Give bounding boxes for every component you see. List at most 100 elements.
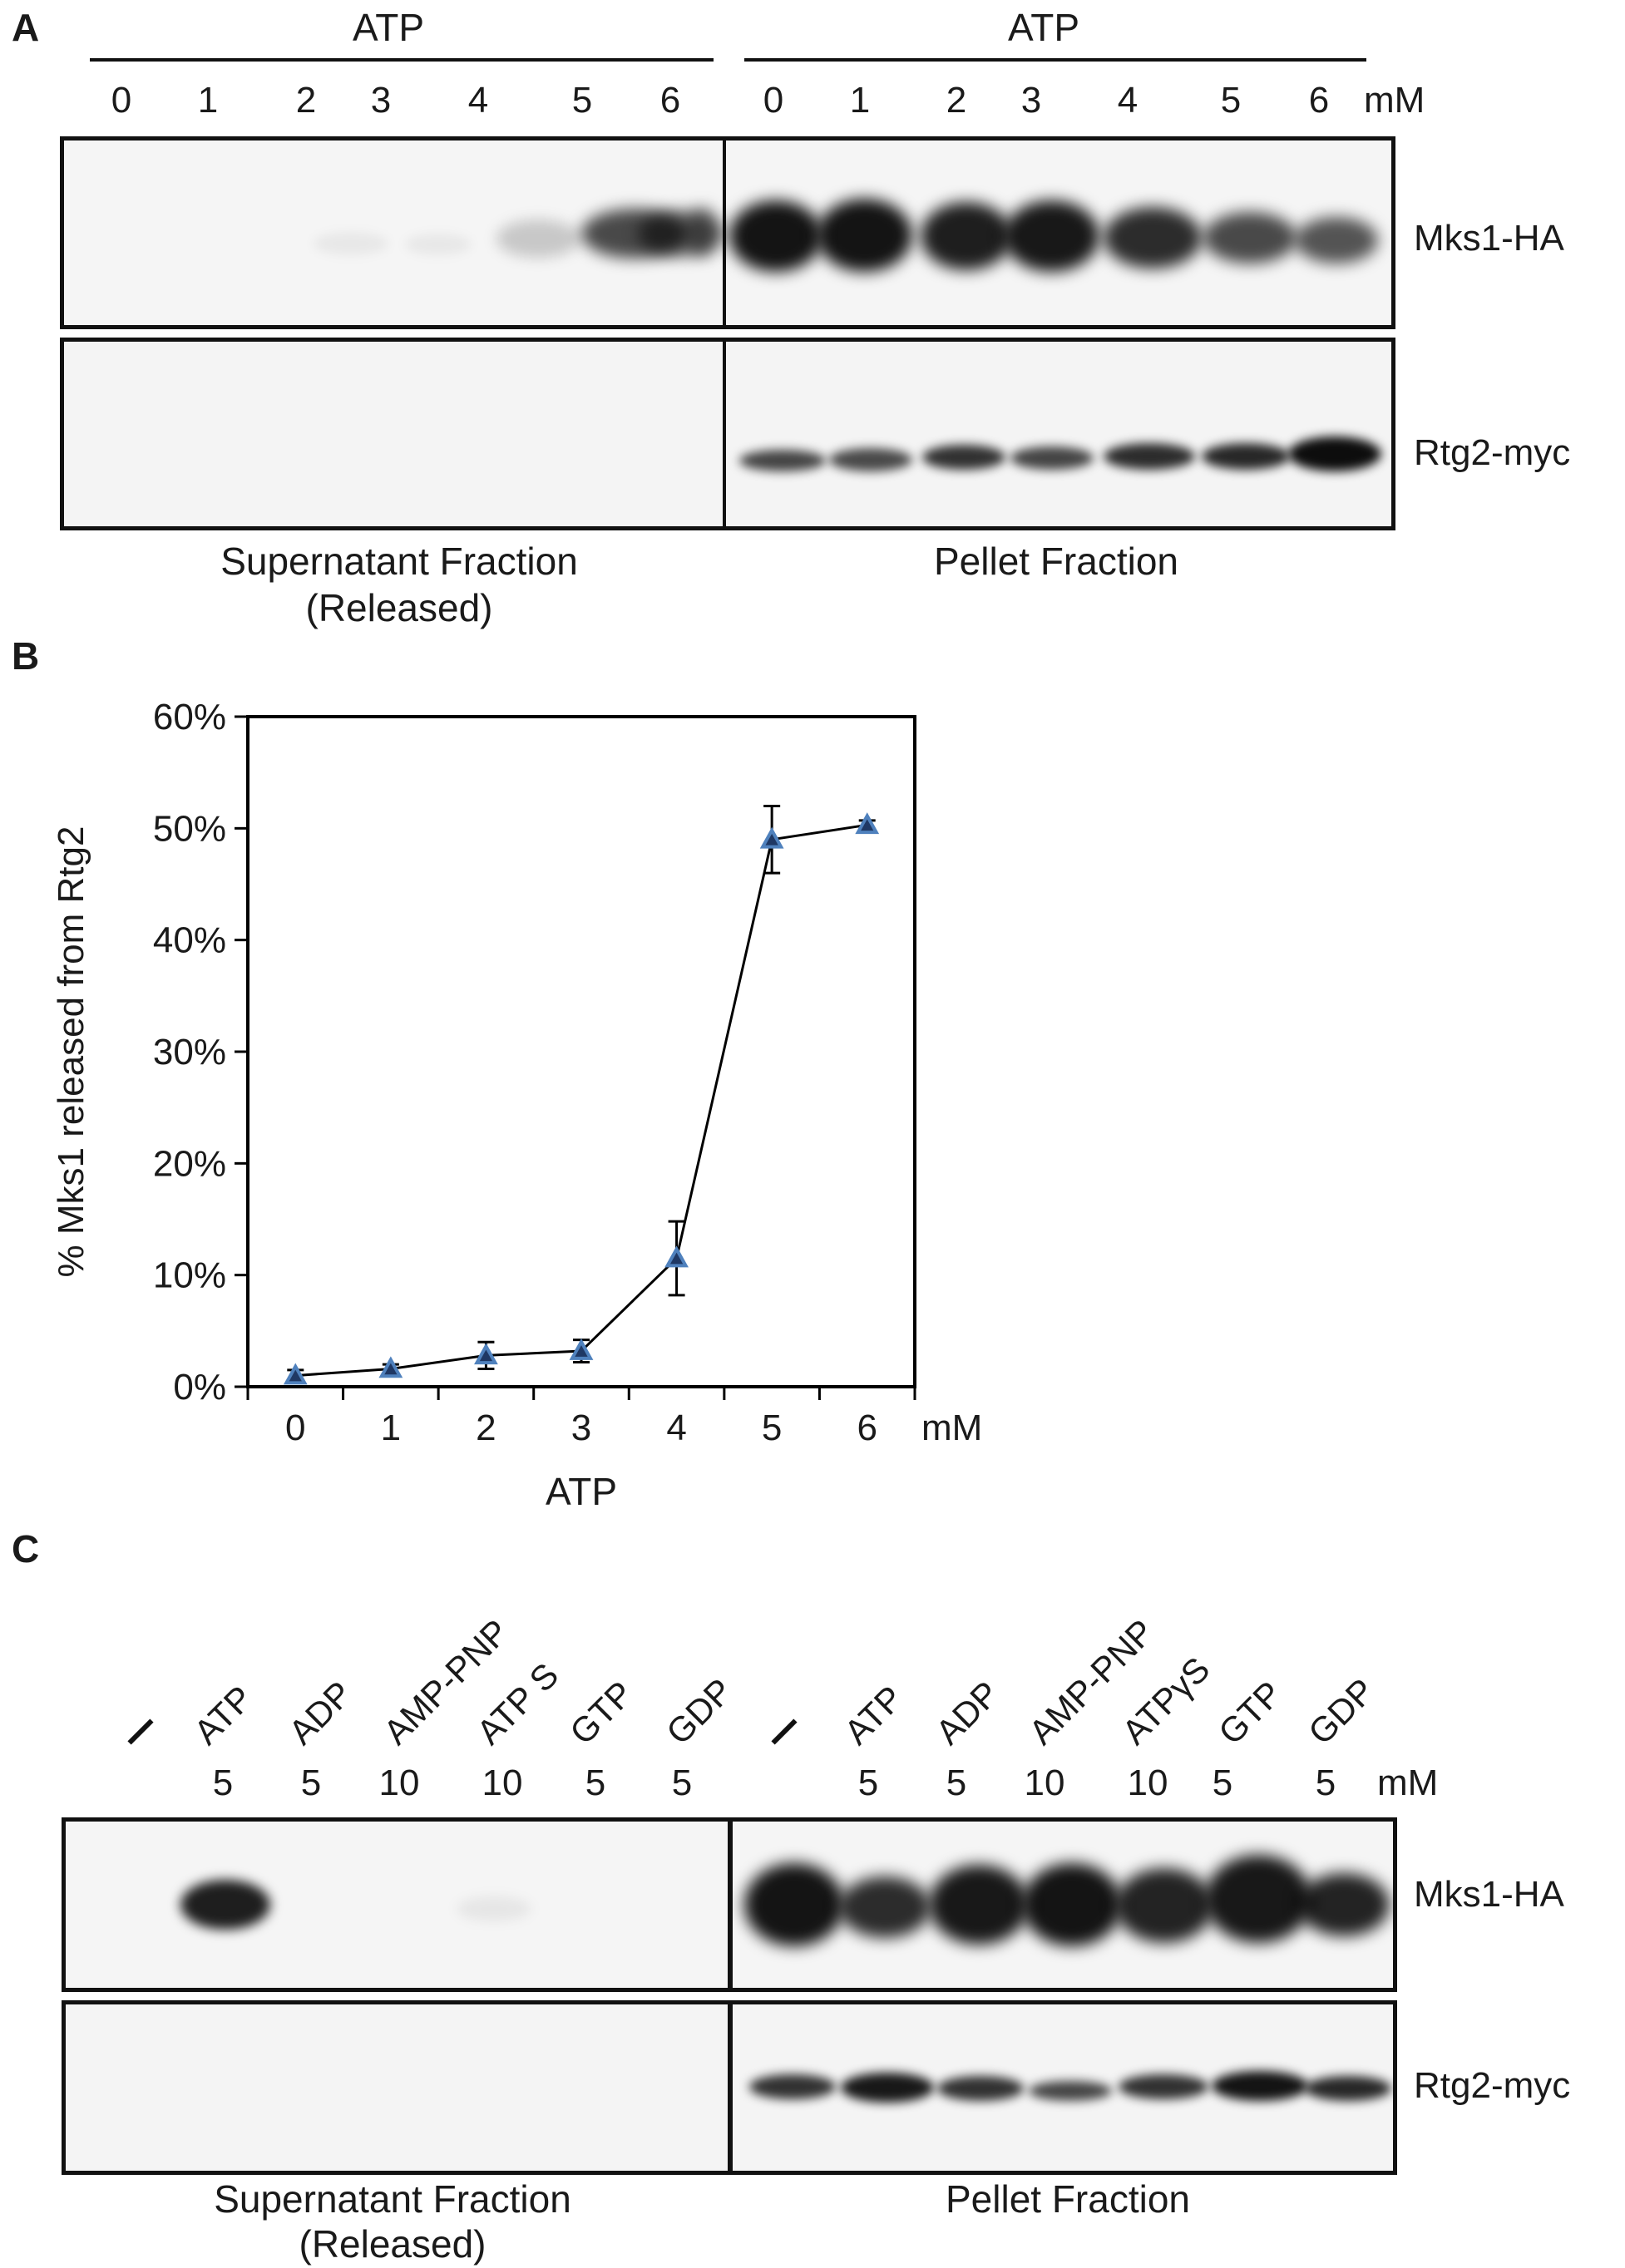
concentration: 5	[1315, 1763, 1336, 1803]
y-tick-label: 30%	[153, 1032, 226, 1072]
lane-number: 2	[295, 80, 317, 121]
x-tick-label: 0	[285, 1408, 305, 1448]
concentration: 5	[1212, 1763, 1233, 1803]
treatment-label: GTP	[1211, 1674, 1290, 1753]
band	[744, 1863, 844, 1946]
band	[739, 450, 826, 471]
band	[817, 199, 912, 272]
lane-number: 3	[370, 80, 392, 121]
lane-number: 6	[1308, 80, 1330, 121]
no-treatment-dash-left	[127, 1718, 154, 1745]
band	[1004, 200, 1099, 272]
supernatant-fraction-label: Supernatant Fraction	[220, 540, 578, 583]
panel-a-unit: mM	[1364, 80, 1425, 121]
data-point	[759, 826, 784, 849]
data-point	[569, 1338, 594, 1360]
data-line	[295, 823, 867, 1378]
concentration: 5	[671, 1763, 693, 1803]
blot-divider	[723, 141, 726, 325]
treatment-label: ADP	[928, 1673, 1007, 1753]
band	[1305, 2076, 1391, 2101]
lane-number: 4	[1117, 80, 1138, 121]
band	[496, 219, 580, 258]
band	[929, 1865, 1029, 1945]
atp-release-chart: 0% 10% 20% 30% 40% 50% 60% 0 1 2 3 4 5 6 mM ATP % Mks1 r…	[51, 697, 982, 1513]
band	[314, 232, 388, 255]
lane-number: 6	[659, 80, 681, 121]
panel-c-blot-rtg2	[62, 2000, 1397, 2175]
blot-divider	[723, 342, 726, 526]
band	[180, 1880, 270, 1930]
atp-group-label-left: ATP	[353, 6, 425, 49]
supernatant-fraction-sublabel: (Released)	[305, 586, 493, 629]
row-label-rtg2-myc: Rtg2-myc	[1414, 2065, 1571, 2106]
concentration: 10	[482, 1763, 523, 1803]
pellet-fraction-label: Pellet Fraction	[933, 540, 1178, 583]
row-label-rtg2-myc: Rtg2-myc	[1414, 432, 1571, 473]
band	[1119, 2074, 1208, 2099]
pellet-fraction-label: Pellet Fraction	[945, 2177, 1190, 2221]
panel-c-blot-mks1	[62, 1817, 1397, 1992]
data-point	[378, 1356, 403, 1378]
lane-number: 3	[1020, 80, 1042, 121]
band	[1205, 1855, 1311, 1943]
atp-group-bracket-left	[90, 58, 714, 62]
lane-number: 0	[111, 80, 132, 121]
panel-a-blot-mks1	[60, 136, 1395, 329]
plot-area	[246, 715, 916, 1388]
supernatant-fraction-label: Supernatant Fraction	[214, 2177, 571, 2221]
band	[1104, 443, 1195, 470]
x-tick-label: 5	[762, 1408, 782, 1448]
band	[841, 2073, 934, 2103]
band	[1203, 212, 1297, 264]
band	[1298, 1873, 1390, 1936]
band	[729, 200, 822, 272]
panel-a-letter: A	[12, 6, 40, 49]
treatment-label: ADP	[281, 1673, 360, 1753]
x-tick-label: 3	[571, 1408, 591, 1448]
band	[749, 2074, 836, 2099]
x-tick-label: 2	[476, 1408, 496, 1448]
data-point	[283, 1363, 308, 1385]
y-tick-label: 60%	[153, 697, 226, 737]
y-tick-label: 0%	[173, 1367, 226, 1408]
band	[405, 234, 472, 255]
y-tick-label: 50%	[153, 808, 226, 849]
y-tick-label: 10%	[153, 1255, 226, 1296]
x-tick-label: 1	[381, 1408, 401, 1448]
panel-b-letter: B	[12, 634, 40, 678]
atp-group-bracket-right	[744, 58, 1366, 62]
y-tick-label: 20%	[153, 1143, 226, 1184]
lane-number: 4	[467, 80, 489, 121]
treatment-label: GTP	[562, 1674, 641, 1753]
no-treatment-dash-right	[771, 1718, 798, 1745]
data-point	[664, 1245, 689, 1268]
row-label-mks1-ha: Mks1-HA	[1414, 218, 1564, 259]
row-label-mks1-ha: Mks1-HA	[1414, 1874, 1564, 1915]
lane-number: 2	[946, 80, 967, 121]
lane-number: 5	[1220, 80, 1242, 121]
band	[457, 1896, 531, 1921]
concentration: 10	[378, 1763, 420, 1803]
data-point	[855, 812, 880, 835]
band	[839, 1876, 931, 1938]
x-tick-label: 4	[666, 1408, 686, 1448]
concentration: 5	[857, 1763, 879, 1803]
band	[1104, 207, 1202, 269]
panel-c-letter: C	[12, 1527, 40, 1570]
band	[922, 445, 1005, 470]
band	[1029, 2081, 1112, 2101]
band	[1022, 1863, 1122, 1946]
band	[1212, 2071, 1308, 2101]
concentration: 5	[300, 1763, 322, 1803]
data-point	[474, 1343, 498, 1365]
treatment-label: GDP	[1301, 1670, 1382, 1753]
band	[1295, 217, 1378, 264]
concentration: 5	[212, 1763, 234, 1803]
concentration: 5	[585, 1763, 606, 1803]
x-tick-label: 6	[857, 1408, 877, 1448]
concentration: 10	[1024, 1763, 1065, 1803]
band	[1202, 443, 1290, 470]
treatment-label: ATP	[837, 1678, 911, 1753]
atp-group-label-right: ATP	[1008, 6, 1080, 49]
